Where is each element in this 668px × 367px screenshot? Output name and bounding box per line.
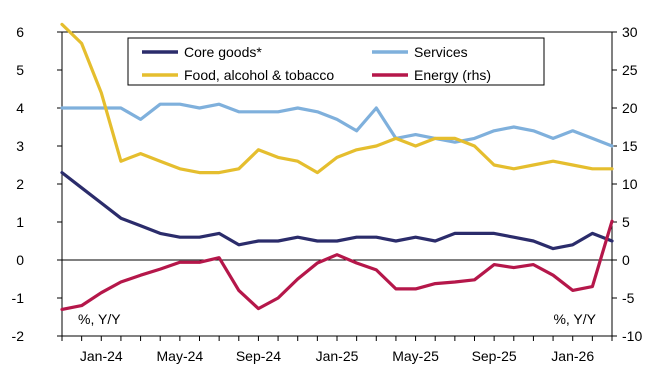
left-axis-tick-label: 2 [16,176,24,192]
left-axis-tick-label: 1 [16,214,24,230]
x-axis-tick-label: Sep-24 [236,348,281,364]
x-axis-tick-label: May-25 [392,348,439,364]
legend-label-core-goods: Core goods* [184,44,262,60]
x-axis-tick-label: Jan-26 [551,348,594,364]
legend-label-food-alcohol-tobacco: Food, alcohol & tobacco [184,67,334,83]
right-axis-tick-label: -5 [622,290,635,306]
left-axis-tick-label: 5 [16,62,24,78]
right-axis-unit-label: %, Y/Y [553,311,596,327]
legend-label-services: Services [414,44,468,60]
right-axis-tick-label: 10 [622,176,638,192]
right-axis-tick-label: 5 [622,214,630,230]
x-axis-tick-label: Jan-24 [80,348,123,364]
left-axis-tick-label: -2 [12,328,25,344]
series-line-food-alcohol-tobacco [60,22,614,175]
right-axis-tick-label: 20 [622,100,638,116]
left-axis-tick-label: -1 [12,290,25,306]
left-axis-tick-label: 0 [16,252,24,268]
legend-label-energy-rhs: Energy (rhs) [414,67,491,83]
left-axis-tick-label: 6 [16,24,24,40]
left-axis-tick-label: 4 [16,100,24,116]
x-axis-tick-label: Sep-25 [472,348,517,364]
right-axis-tick-label: 0 [622,252,630,268]
right-axis-tick-label: 30 [622,24,638,40]
right-axis-tick-label: 15 [622,138,638,154]
right-axis-tick-label: -10 [622,328,642,344]
x-axis-tick-label: Jan-25 [316,348,359,364]
left-axis-tick-label: 3 [16,138,24,154]
x-axis-tick-label: May-24 [157,348,204,364]
legend-box [127,37,545,86]
series-line-services [60,102,614,148]
legend: Core goods* Services Food, alcohol & tobac… [127,37,545,86]
series-line-core-goods [60,171,614,251]
left-axis-unit-label: %, Y/Y [78,311,121,327]
series-line-energy-rhs [60,219,614,311]
right-axis-tick-label: 25 [622,62,638,78]
